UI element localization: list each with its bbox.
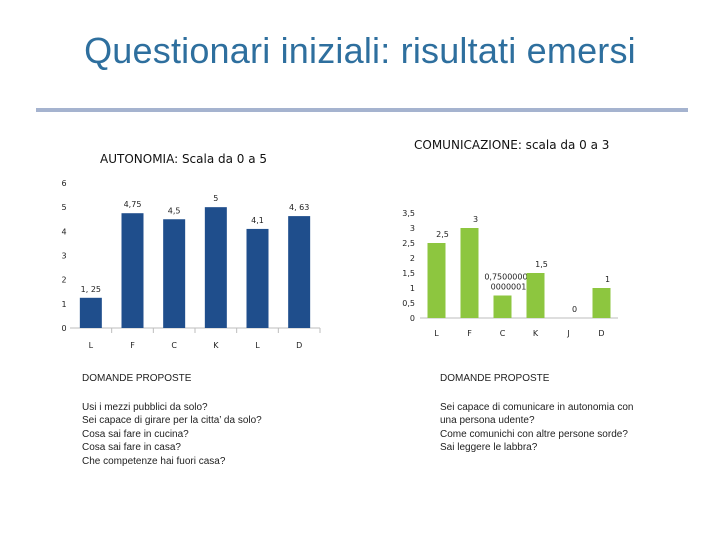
x-tick-label: L bbox=[434, 329, 439, 338]
data-label: 0 bbox=[572, 305, 577, 314]
bar-d bbox=[288, 216, 311, 328]
y-tick-label: 1,5 bbox=[402, 269, 415, 278]
x-tick-label: C bbox=[171, 341, 177, 350]
y-tick-label: 3,5 bbox=[402, 209, 415, 218]
y-tick-label: 2,5 bbox=[402, 239, 415, 248]
x-tick-label: D bbox=[598, 329, 604, 338]
bar-l bbox=[427, 243, 446, 318]
y-tick-label: 1 bbox=[61, 300, 66, 309]
notes-left-line: Cosa sai fare in casa? bbox=[82, 442, 181, 453]
notes-left-header: DOMANDE PROPOSTE bbox=[82, 373, 192, 384]
data-label: 4, 63 bbox=[289, 203, 309, 212]
data-label: 1,5 bbox=[535, 260, 548, 269]
y-tick-label: 2 bbox=[410, 254, 415, 263]
data-label: 2,5 bbox=[436, 230, 449, 239]
y-tick-label: 3 bbox=[61, 252, 66, 261]
data-label: 1, 25 bbox=[81, 285, 101, 294]
y-tick-label: 4 bbox=[61, 227, 66, 236]
notes-left-line: Usi i mezzi pubblici da solo? bbox=[82, 401, 208, 413]
y-tick-label: 2 bbox=[61, 276, 66, 285]
x-tick-label: K bbox=[533, 329, 539, 338]
notes-right: DOMANDE PROPOSTE Sei capace di comunicar… bbox=[440, 372, 633, 455]
x-tick-label: F bbox=[130, 341, 135, 350]
y-tick-label: 0 bbox=[61, 324, 66, 333]
data-label: 3 bbox=[473, 215, 478, 224]
bar-l bbox=[79, 297, 102, 328]
data-label: 0,75000000 0000001 bbox=[484, 273, 532, 292]
bar-k bbox=[526, 273, 545, 318]
notes-right-line: Sai leggere le labbra? bbox=[440, 442, 538, 453]
y-tick-label: 3 bbox=[410, 224, 415, 233]
notes-left-line: Cosa sai fare in cucina? bbox=[82, 428, 189, 440]
y-tick-label: 6 bbox=[61, 179, 66, 188]
x-tick-label: C bbox=[500, 329, 506, 338]
data-label: 4,5 bbox=[168, 206, 181, 215]
bar-c bbox=[493, 295, 512, 318]
chart-title-comunicazione: COMUNICAZIONE: scala da 0 a 3 bbox=[414, 138, 610, 152]
x-tick-label: L bbox=[89, 341, 94, 350]
x-tick-label: L bbox=[255, 341, 260, 350]
data-label: 4,75 bbox=[124, 200, 142, 209]
chart-title-autonomia: AUTONOMIA: Scala da 0 a 5 bbox=[100, 152, 268, 166]
data-label: 5 bbox=[213, 194, 218, 203]
bar-f bbox=[460, 228, 479, 318]
notes-left-line: Che competenze hai fuori casa? bbox=[82, 455, 226, 467]
slide-title: Questionari iniziali: risultati emersi bbox=[84, 30, 636, 71]
bar-f bbox=[121, 213, 144, 328]
notes-right-line: Sei capace di comunicare in autonomia co… bbox=[440, 401, 634, 413]
chart-comunicazione: 0 0,5 1 1,5 2 2,5 3 3,5 L 2,5 F 3 C 0,75000000 0000001… bbox=[402, 209, 618, 338]
title-divider bbox=[36, 108, 688, 112]
x-tick-label: D bbox=[296, 341, 302, 350]
y-tick-label: 0 bbox=[410, 314, 415, 323]
y-tick-label: 5 bbox=[61, 203, 66, 212]
y-tick-label: 1 bbox=[410, 284, 415, 293]
chart-autonomia: 0 1 2 3 4 5 6 L 1, 25 F 4,75 C 4,5 K 5 L 4,1 D 4, 63 bbox=[61, 179, 321, 350]
y-tick-label: 0,5 bbox=[402, 299, 415, 308]
notes-left: DOMANDE PROPOSTE Usi i mezzi pubblici da… bbox=[82, 372, 262, 468]
notes-left-line: Sei capace di girare per la citta’ da so… bbox=[82, 415, 262, 426]
x-tick-label: F bbox=[467, 329, 472, 338]
notes-right-line: una persona udente? bbox=[440, 415, 535, 426]
data-label: 4,1 bbox=[251, 216, 264, 225]
bar-d bbox=[592, 288, 611, 318]
notes-right-line: Come comunichi con altre persone sorde? bbox=[440, 428, 628, 440]
x-tick-label: J bbox=[566, 329, 569, 338]
bar-k bbox=[204, 207, 227, 328]
bar-c bbox=[163, 219, 186, 328]
x-tick-label: K bbox=[213, 341, 219, 350]
data-label: 1 bbox=[605, 275, 610, 284]
notes-right-header: DOMANDE PROPOSTE bbox=[440, 373, 550, 384]
bar-l bbox=[246, 228, 269, 328]
